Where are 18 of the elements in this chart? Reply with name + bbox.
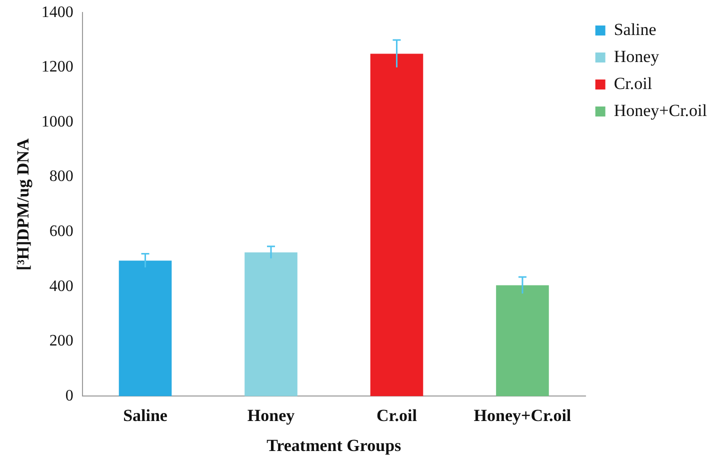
y-tick-label: 0	[65, 387, 74, 404]
x-tick-label: Honey	[247, 406, 296, 425]
legend-label: Honey+Cr.oil	[614, 100, 708, 120]
y-tick-label: 800	[49, 168, 74, 186]
x-tick-label: Honey+Cr.oil	[474, 406, 572, 425]
y-tick-label: 1000	[41, 113, 74, 130]
legend-label: Cr.oil	[614, 74, 652, 93]
legend-label: Honey	[614, 46, 660, 66]
legend-label: Saline	[614, 20, 656, 39]
y-tick-label: 400	[49, 278, 74, 295]
y-tick-label: 1400	[41, 4, 74, 21]
x-tick-label: Saline	[123, 406, 168, 425]
y-tick-label: 600	[49, 223, 74, 240]
y-tick-label: 1200	[41, 58, 74, 76]
y-tick-label: 200	[49, 332, 74, 350]
x-tick-label: Cr.oil	[376, 406, 418, 425]
x-axis-title: Treatment Groups	[266, 436, 402, 456]
y-axis-title: [³H]DPM/ug DNA	[14, 138, 33, 270]
